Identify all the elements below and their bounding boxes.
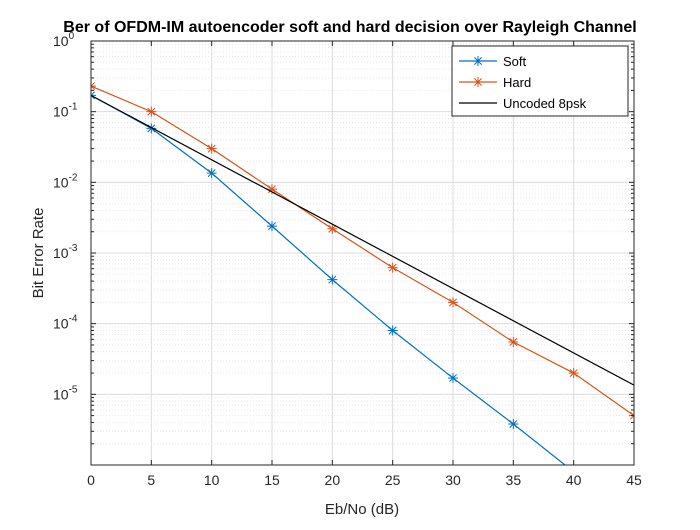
data-point-hard [267,184,277,195]
data-point-hard [387,262,398,273]
series-line-uncoded-8psk [91,94,634,386]
legend-label: Soft [503,54,527,69]
legend-label: Hard [503,75,531,90]
x-tick-label: 45 [626,472,642,488]
x-tick-label: 5 [147,472,155,488]
data-point-soft [267,221,277,232]
data-point-hard [508,337,519,348]
y-axis-label: Bit Error Rate [30,208,47,299]
data-point-soft [206,168,217,179]
data-point-hard [568,368,579,379]
y-tick-label: 10-4 [53,314,78,332]
data-point-soft [327,274,338,285]
data-point-soft [508,419,519,430]
y-tick-label: 10-3 [53,243,78,261]
data-point-soft [146,123,157,134]
legend-label: Uncoded 8psk [503,96,587,111]
y-tick-label: 10-1 [53,102,78,120]
legend-entry-hard: Hard [459,75,531,90]
legend-marker [473,56,483,66]
series-line-hard [91,85,634,417]
legend[interactable]: Soft Hard Uncoded 8psk [451,45,629,117]
data-point-hard [629,410,634,421]
x-tick-label: 0 [87,472,95,488]
x-tick-label: 35 [506,472,522,488]
data-point-hard [206,143,217,154]
data-point-hard [448,297,458,308]
data-point-hard [91,81,96,92]
ticks: 0 5 10 15 20 25 30 35 40 45 100 10-1 10-2 10-3 10-4 10-… [53,31,642,488]
series-layer [91,81,634,465]
data-point-soft [387,325,398,336]
x-tick-label: 10 [204,472,220,488]
data-point-hard [327,223,338,234]
data-point-hard [146,106,157,117]
chart-title: Ber of OFDM-IM autoencoder soft and hard… [63,19,636,36]
legend-entry-soft: Soft [459,54,527,69]
y-tick-label: 100 [53,31,75,49]
y-tick-label: 10-5 [53,384,78,402]
x-tick-label: 25 [385,472,401,488]
x-tick-label: 15 [264,472,280,488]
x-axis-label: Eb/No (dB) [325,501,399,518]
x-tick-label: 20 [325,472,341,488]
y-tick-label: 10-2 [53,172,78,190]
legend-marker [473,77,483,87]
data-point-soft [91,90,96,101]
legend-entry-uncoded-8psk: Uncoded 8psk [459,96,587,111]
x-tick-label: 40 [566,472,582,488]
legend-entries: Soft Hard Uncoded 8psk [459,54,587,111]
data-point-soft [448,373,458,384]
x-tick-label: 30 [445,472,461,488]
